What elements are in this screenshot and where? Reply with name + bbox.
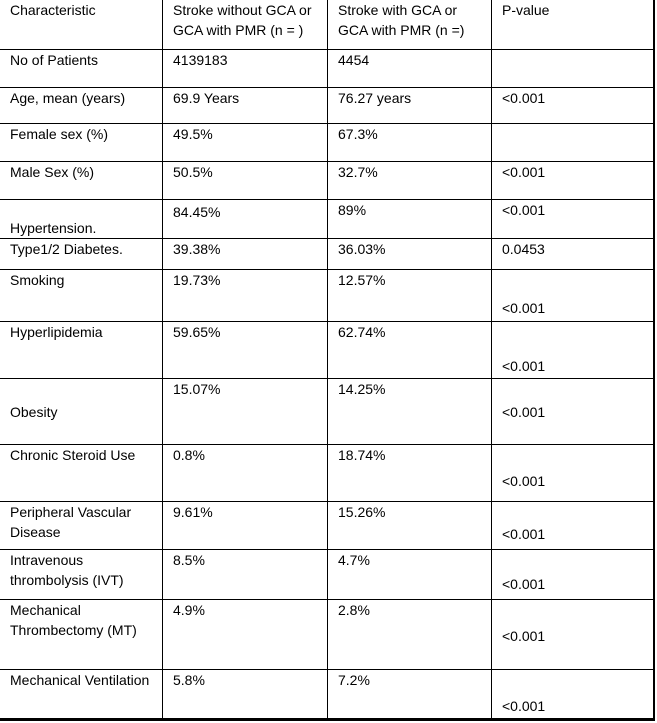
with-gca-cell: 12.57%	[328, 270, 492, 322]
table-row: Obesity 15.07% 14.25% <0.001	[0, 379, 655, 445]
without-gca-cell: 59.65%	[163, 322, 328, 379]
p-value-cell: <0.001	[492, 379, 655, 445]
header-characteristic: Characteristic	[0, 0, 163, 50]
without-gca-cell: 0.8%	[163, 445, 328, 502]
without-gca-cell: 9.61%	[163, 502, 328, 550]
without-gca-cell: 50.5%	[163, 162, 328, 200]
p-value-cell: <0.001	[492, 200, 655, 239]
table-row: Hypertension. 84.45% 89% <0.001	[0, 200, 655, 239]
without-gca-cell: 4.9%	[163, 600, 328, 670]
characteristic-cell: Chronic Steroid Use	[0, 445, 163, 502]
characteristic-cell: Type1/2 Diabetes.	[0, 239, 163, 270]
p-value-cell: <0.001	[492, 600, 655, 670]
table-row: Female sex (%) 49.5% 67.3%	[0, 124, 655, 162]
without-gca-cell: 49.5%	[163, 124, 328, 162]
p-value-cell: <0.001	[492, 670, 655, 721]
characteristic-cell: Smoking	[0, 270, 163, 322]
table-header-row: Characteristic Stroke without GCA or GCA…	[0, 0, 655, 50]
table-row: No of Patients 4139183 4454	[0, 50, 655, 88]
table-row: Type1/2 Diabetes. 39.38% 36.03% 0.0453	[0, 239, 655, 270]
with-gca-cell: 67.3%	[328, 124, 492, 162]
table-row: Smoking 19.73% 12.57% <0.001	[0, 270, 655, 322]
with-gca-cell: 89%	[328, 200, 492, 239]
characteristic-cell: Hypertension.	[0, 200, 163, 239]
without-gca-cell: 15.07%	[163, 379, 328, 445]
table-row: Hyperlipidemia 59.65% 62.74% <0.001	[0, 322, 655, 379]
without-gca-cell: 5.8%	[163, 670, 328, 721]
p-value-cell: <0.001	[492, 550, 655, 600]
table-row: Mechanical Thrombectomy (MT) 4.9% 2.8% <…	[0, 600, 655, 670]
p-value-cell: <0.001	[492, 162, 655, 200]
characteristic-cell: Age, mean (years)	[0, 88, 163, 124]
p-value-cell: <0.001	[492, 502, 655, 550]
p-value-cell: <0.001	[492, 445, 655, 502]
characteristic-cell: Intravenous thrombolysis (IVT)	[0, 550, 163, 600]
characteristic-cell: Mechanical Thrombectomy (MT)	[0, 600, 163, 670]
characteristic-cell: Female sex (%)	[0, 124, 163, 162]
table-row: Peripheral Vascular Disease 9.61% 15.26%…	[0, 502, 655, 550]
characteristic-cell: Hyperlipidemia	[0, 322, 163, 379]
p-value-cell: <0.001	[492, 88, 655, 124]
with-gca-cell: 7.2%	[328, 670, 492, 721]
header-stroke-with-gca: Stroke with GCA or GCA with PMR (n =)	[328, 0, 492, 50]
table-row: Male Sex (%) 50.5% 32.7% <0.001	[0, 162, 655, 200]
p-value-cell: 0.0453	[492, 239, 655, 270]
without-gca-cell: 69.9 Years	[163, 88, 328, 124]
with-gca-cell: 15.26%	[328, 502, 492, 550]
p-value-cell: <0.001	[492, 270, 655, 322]
without-gca-cell: 8.5%	[163, 550, 328, 600]
with-gca-cell: 36.03%	[328, 239, 492, 270]
with-gca-cell: 18.74%	[328, 445, 492, 502]
without-gca-cell: 4139183	[163, 50, 328, 88]
with-gca-cell: 14.25%	[328, 379, 492, 445]
p-value-cell: <0.001	[492, 322, 655, 379]
with-gca-cell: 4454	[328, 50, 492, 88]
with-gca-cell: 32.7%	[328, 162, 492, 200]
p-value-cell	[492, 124, 655, 162]
table-row: Age, mean (years) 69.9 Years 76.27 years…	[0, 88, 655, 124]
characteristic-cell: No of Patients	[0, 50, 163, 88]
with-gca-cell: 62.74%	[328, 322, 492, 379]
header-p-value: P-value	[492, 0, 655, 50]
with-gca-cell: 4.7%	[328, 550, 492, 600]
table-row: Mechanical Ventilation 5.8% 7.2% <0.001	[0, 670, 655, 721]
characteristic-cell: Male Sex (%)	[0, 162, 163, 200]
table-row: Chronic Steroid Use 0.8% 18.74% <0.001	[0, 445, 655, 502]
with-gca-cell: 2.8%	[328, 600, 492, 670]
characteristic-cell: Obesity	[0, 379, 163, 445]
header-stroke-without-gca: Stroke without GCA or GCA with PMR (n = …	[163, 0, 328, 50]
without-gca-cell: 84.45%	[163, 200, 328, 239]
characteristic-cell: Mechanical Ventilation	[0, 670, 163, 721]
without-gca-cell: 39.38%	[163, 239, 328, 270]
p-value-cell	[492, 50, 655, 88]
without-gca-cell: 19.73%	[163, 270, 328, 322]
with-gca-cell: 76.27 years	[328, 88, 492, 124]
characteristic-cell: Peripheral Vascular Disease	[0, 502, 163, 550]
table-row: Intravenous thrombolysis (IVT) 8.5% 4.7%…	[0, 550, 655, 600]
